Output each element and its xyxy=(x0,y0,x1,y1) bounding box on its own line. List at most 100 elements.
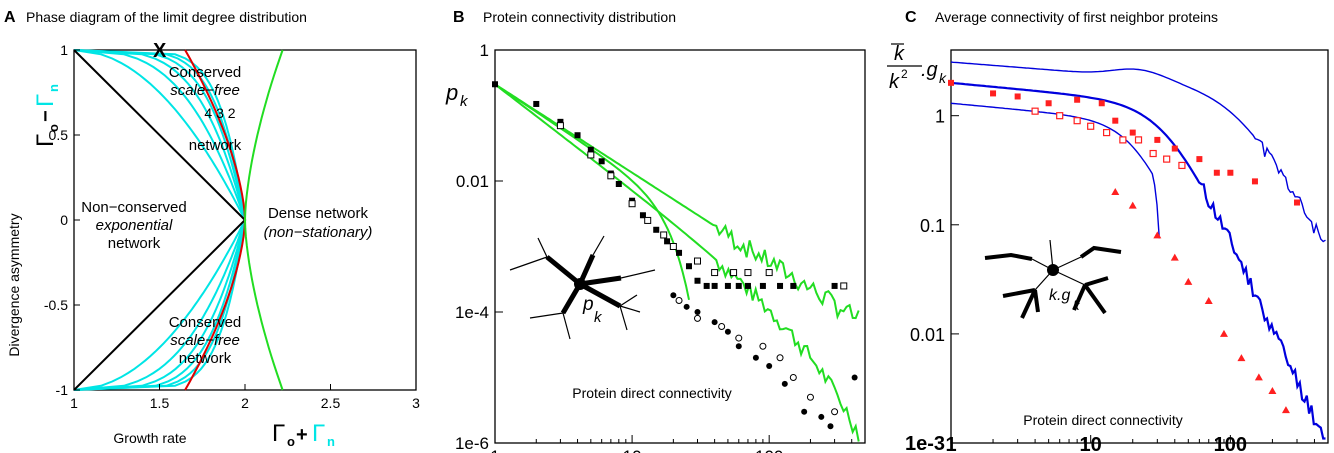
a-ytick-label-4: -1 xyxy=(56,382,69,398)
green-curve-2 xyxy=(494,83,860,321)
b-xtick-label-1: 10 xyxy=(623,447,642,453)
b-open-circle-0 xyxy=(675,296,683,304)
panel-b-network-inset xyxy=(509,235,656,340)
b-open-square-5 xyxy=(660,231,668,239)
panel-b-letter: B xyxy=(453,9,465,26)
c-red-triangle-6 xyxy=(1219,329,1228,337)
b-open-square-3 xyxy=(628,200,636,208)
c-ytick-label-0: 1 xyxy=(935,107,945,127)
b-open-square-7 xyxy=(693,257,701,265)
b-filled-square-14 xyxy=(694,277,701,284)
panel-c-ylabel: k k 2 .g k xyxy=(887,43,947,93)
b-filled-circle-6 xyxy=(752,354,759,361)
b-open-circle-2 xyxy=(718,323,726,331)
c-ytick-label-2: 0.01 xyxy=(910,325,945,345)
region-bottom-line3: network xyxy=(179,350,232,367)
c-red-triangle-5 xyxy=(1204,297,1213,305)
c-red-open-square-7 xyxy=(1149,149,1157,158)
panel-a-y-symbol: Γ o − Γ n xyxy=(32,84,61,147)
b-open-square-4 xyxy=(644,216,652,224)
b-filled-square-18 xyxy=(735,282,742,289)
b-filled-circle-5 xyxy=(735,343,742,350)
panel-b-inset-label-sub: k xyxy=(594,309,603,326)
a-ytick-label-3: -0.5 xyxy=(44,297,68,313)
panel-b-frame xyxy=(494,49,866,444)
b-open-square-11 xyxy=(765,269,773,277)
c-red-filled-square-8 xyxy=(1154,136,1161,143)
c-red-open-square-2 xyxy=(1073,117,1081,125)
y-symbol-gamma-n: Γ xyxy=(32,94,59,107)
a-xtick-label-1: 1.5 xyxy=(150,395,170,411)
cyan-curve-upper-2 xyxy=(73,49,246,221)
b-filled-square-9 xyxy=(639,212,646,219)
panel-c-ylabel-g: .g xyxy=(921,59,938,81)
green-curve-cutoff xyxy=(494,83,690,301)
b-open-circle-8 xyxy=(831,408,839,416)
x-symbol-plus: + xyxy=(296,424,308,446)
b-filled-square-16 xyxy=(711,282,718,289)
b-xtick-label-0: 1 xyxy=(490,447,499,453)
b-filled-circle-0 xyxy=(670,292,677,299)
c-red-filled-square-7 xyxy=(1129,129,1136,136)
b-filled-square-7 xyxy=(615,180,622,187)
blue-curve-upper xyxy=(950,61,1326,243)
c-red-triangle-10 xyxy=(1281,406,1290,414)
c-red-open-square-0 xyxy=(1031,107,1039,115)
panel-c-points xyxy=(948,79,1301,414)
b-filled-square-15 xyxy=(703,282,710,289)
b-open-square-2 xyxy=(607,172,615,180)
x-symbol-gamma-o: Γ xyxy=(272,420,285,447)
y-symbol-gamma-o: Γ xyxy=(32,134,59,147)
blue-curve-main xyxy=(950,81,1326,440)
cyan-curve-lower-2 xyxy=(73,219,246,391)
a-xtick-label-3: 2.5 xyxy=(321,395,341,411)
c-red-triangle-3 xyxy=(1170,253,1179,261)
c-red-filled-square-10 xyxy=(1196,156,1203,163)
c-red-triangle-7 xyxy=(1237,354,1246,362)
panel-b-title: Protein connectivity distribution xyxy=(483,9,676,25)
c-red-filled-square-0 xyxy=(948,79,954,86)
c-red-triangle-9 xyxy=(1268,386,1277,394)
panel-c-network-inset xyxy=(984,239,1122,319)
c-red-filled-square-12 xyxy=(1227,169,1234,176)
c-red-triangle-1 xyxy=(1128,201,1137,209)
panel-c-title: Average connectivity of first neighbor p… xyxy=(935,9,1218,25)
b-filled-square-10 xyxy=(653,226,660,233)
panel-a-title: Phase diagram of the limit degree distri… xyxy=(26,9,307,25)
c-red-filled-square-1 xyxy=(990,90,997,97)
c-red-filled-square-13 xyxy=(1251,178,1258,185)
a-xtick-label-0: 1 xyxy=(70,395,78,411)
panel-b-ylabel: p xyxy=(445,80,458,105)
blue-curve-lower xyxy=(950,102,1160,239)
panel-c-ylabel-sub: k xyxy=(939,70,947,86)
c-red-open-square-4 xyxy=(1102,128,1111,137)
c-red-triangle-2 xyxy=(1153,231,1162,239)
c-red-filled-square-5 xyxy=(1098,100,1105,107)
c-red-filled-square-9 xyxy=(1171,145,1178,152)
a-ytick-label-1: 0.5 xyxy=(49,127,69,143)
b-open-circle-5 xyxy=(776,354,784,362)
b-filled-square-17 xyxy=(724,282,731,289)
y-symbol-minus: − xyxy=(35,110,57,122)
y-symbol-sub-n: n xyxy=(46,84,61,92)
panel-b-points xyxy=(492,81,858,430)
a-ytick-label-2: 0 xyxy=(60,212,68,228)
region-top-line1: Conserved xyxy=(169,64,242,81)
b-xtick-label-2: 100 xyxy=(755,447,783,453)
c-red-open-square-8 xyxy=(1163,155,1171,163)
c-ytick-label-1: 0.1 xyxy=(920,216,945,236)
c-red-open-square-1 xyxy=(1056,112,1064,120)
b-filled-circle-3 xyxy=(711,319,718,326)
x-symbol-sub-n: n xyxy=(327,434,335,449)
panel-c-note: Protein direct connectivity xyxy=(1023,412,1183,428)
b-filled-circle-7 xyxy=(766,362,773,369)
panel-a-curves xyxy=(73,49,284,391)
region-left-line1: Non−conserved xyxy=(81,199,186,216)
green-boundary xyxy=(243,49,284,391)
b-filled-square-20 xyxy=(759,282,766,289)
c-red-filled-square-3 xyxy=(1045,100,1052,107)
region-top-exponents: 4 3 2 xyxy=(204,105,235,121)
region-right-line2: (non−stationary) xyxy=(264,224,373,241)
panel-a-xlabel: Growth rate xyxy=(113,430,186,446)
phase-marker-x: X xyxy=(153,40,167,62)
